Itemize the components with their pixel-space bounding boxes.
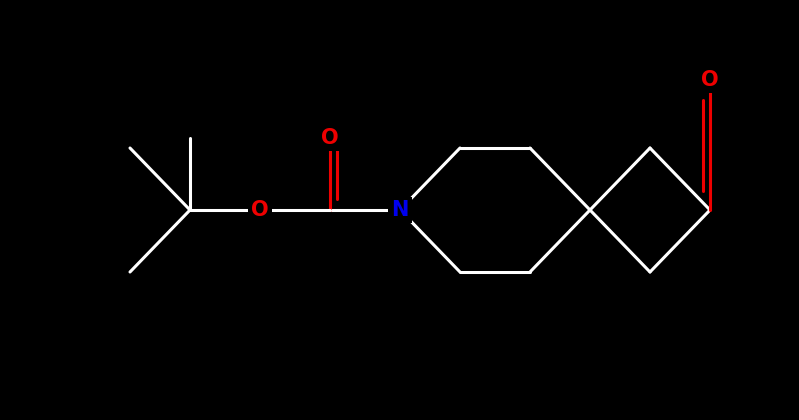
Text: O: O [702,70,719,90]
Text: O: O [251,200,268,220]
Text: O: O [321,128,339,148]
Text: N: N [392,200,408,220]
